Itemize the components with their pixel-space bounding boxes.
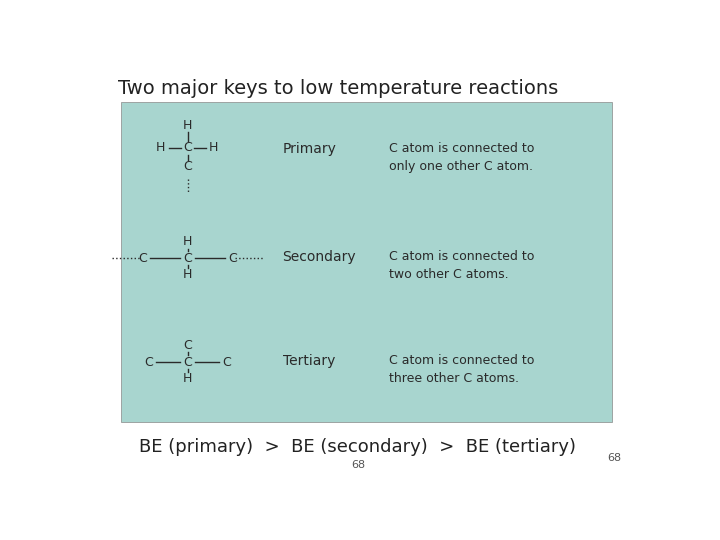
Text: Tertiary: Tertiary [282, 354, 335, 368]
Text: Two major keys to low temperature reactions: Two major keys to low temperature reacti… [118, 79, 558, 98]
Text: C: C [222, 356, 231, 369]
Text: H: H [156, 141, 166, 154]
Text: H: H [183, 268, 192, 281]
Text: Secondary: Secondary [282, 250, 356, 264]
Text: 68: 68 [351, 460, 365, 470]
FancyBboxPatch shape [121, 102, 612, 422]
Text: C: C [228, 252, 237, 265]
Text: C: C [184, 252, 192, 265]
Text: C: C [184, 160, 192, 173]
Text: C: C [144, 356, 153, 369]
Text: H: H [183, 372, 192, 385]
Text: C: C [184, 339, 192, 352]
Text: H: H [183, 235, 192, 248]
Text: C: C [139, 252, 148, 265]
Text: C atom is connected to
two other C atoms.: C atom is connected to two other C atoms… [389, 250, 534, 281]
Text: BE (primary)  >  BE (secondary)  >  BE (tertiary): BE (primary) > BE (secondary) > BE (tert… [140, 437, 576, 456]
Text: H: H [210, 141, 219, 154]
Text: H: H [183, 119, 192, 132]
Text: Primary: Primary [282, 141, 336, 156]
Text: C: C [184, 356, 192, 369]
Text: C atom is connected to
only one other C atom.: C atom is connected to only one other C … [389, 141, 534, 173]
Text: 68: 68 [608, 453, 621, 463]
Text: C: C [184, 141, 192, 154]
Text: C atom is connected to
three other C atoms.: C atom is connected to three other C ato… [389, 354, 534, 385]
